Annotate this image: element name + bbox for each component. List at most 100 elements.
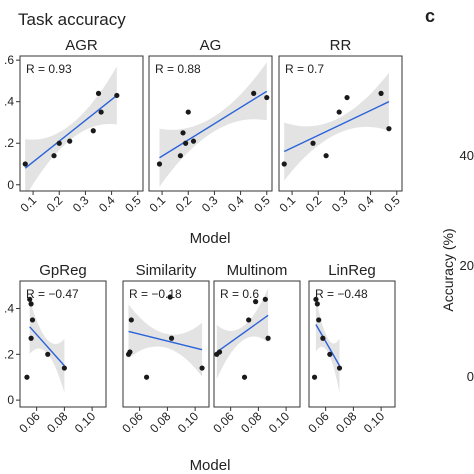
data-point bbox=[310, 140, 316, 146]
y-tick-label: .2 bbox=[4, 136, 14, 150]
fit-line bbox=[128, 330, 203, 351]
panel-frame bbox=[213, 280, 301, 408]
fit-line bbox=[315, 324, 341, 367]
x-axis-label-bottom: Model bbox=[190, 457, 231, 474]
data-point bbox=[327, 351, 333, 357]
x-tick-label: 0.5 bbox=[251, 193, 273, 215]
data-point bbox=[264, 94, 270, 101]
x-tick-label: 0.3 bbox=[199, 193, 221, 215]
panel-title: RR bbox=[330, 37, 352, 54]
data-point bbox=[199, 365, 205, 371]
y-tick-label: 0 bbox=[7, 178, 14, 192]
panel-frame bbox=[148, 55, 273, 192]
data-point bbox=[253, 299, 259, 305]
panel-title: AG bbox=[200, 37, 222, 54]
data-point bbox=[320, 335, 326, 341]
panel-similarity: Similarity R = −0.18 0.06 0.08 0.10 bbox=[119, 262, 210, 436]
data-point bbox=[167, 294, 173, 300]
x-tick-label: 0.1 bbox=[18, 193, 40, 215]
x-tick-label: 0.10 bbox=[266, 409, 293, 436]
panel-frame bbox=[278, 55, 403, 192]
x-tick-label: 0.10 bbox=[72, 409, 99, 436]
x-tick-label: 0.3 bbox=[329, 193, 351, 215]
data-point bbox=[22, 161, 28, 167]
data-point bbox=[29, 317, 36, 323]
panel-frame bbox=[122, 280, 210, 408]
data-point bbox=[281, 161, 287, 167]
x-tick-label: 0.1 bbox=[147, 193, 169, 215]
data-point bbox=[24, 374, 30, 380]
panel-gpreg: GpReg R = −0.47 0.06 0.08 0.10 0 .2 .4 bbox=[4, 262, 107, 436]
panel-multinom: Multinom R = 0.6 0.06 0.08 0.10 bbox=[210, 262, 301, 436]
data-point bbox=[168, 335, 175, 341]
y-tick-label: 0 bbox=[7, 393, 14, 407]
data-point bbox=[386, 126, 392, 132]
x-tick-label: 0.06 bbox=[16, 409, 43, 436]
fit-line bbox=[29, 326, 65, 367]
data-point bbox=[246, 317, 252, 323]
correlation-label: R = 0.6 bbox=[220, 287, 259, 301]
correlation-label: R = 0.88 bbox=[155, 62, 201, 76]
x-tick-label: 0.4 bbox=[225, 193, 247, 215]
fit-line bbox=[24, 94, 118, 169]
panel-frame bbox=[19, 55, 144, 192]
data-point bbox=[241, 374, 248, 380]
panel-title: Similarity bbox=[136, 262, 197, 279]
data-point bbox=[177, 153, 184, 159]
x-tick-label: 0.1 bbox=[277, 193, 299, 215]
data-point bbox=[378, 90, 384, 96]
y-tick-label: .4 bbox=[4, 301, 14, 315]
data-point bbox=[190, 138, 197, 144]
x-tick-label: 0.5 bbox=[122, 193, 144, 215]
data-point bbox=[216, 349, 223, 355]
y-tick-label: .4 bbox=[4, 95, 14, 109]
x-tick-label: 0.10 bbox=[361, 409, 388, 436]
data-point bbox=[156, 161, 163, 167]
data-point bbox=[314, 301, 320, 307]
data-point bbox=[336, 109, 342, 115]
panel-frame bbox=[19, 280, 107, 408]
x-tick-label: 0.08 bbox=[44, 409, 71, 436]
data-point bbox=[28, 335, 34, 341]
data-point bbox=[67, 138, 73, 144]
x-tick-label: 0.3 bbox=[70, 193, 92, 215]
data-point bbox=[28, 301, 34, 307]
x-tick-label: 0.08 bbox=[238, 409, 265, 436]
data-point bbox=[95, 90, 102, 96]
data-point bbox=[114, 92, 120, 99]
panel-title: Multinom bbox=[227, 262, 288, 279]
data-point bbox=[336, 365, 343, 371]
right-tick-0: 0 bbox=[467, 369, 474, 384]
data-point bbox=[311, 374, 318, 380]
panel-title: AGR bbox=[65, 37, 98, 54]
x-tick-label: 0.06 bbox=[210, 409, 237, 436]
confidence-band bbox=[25, 66, 117, 191]
panel-ag: AG R = 0.88 0.1 0.2 0.3 0.4 0.5 bbox=[147, 37, 274, 215]
data-point bbox=[344, 94, 350, 101]
correlation-label: R = 0.7 bbox=[285, 62, 324, 76]
data-point bbox=[45, 351, 51, 357]
x-tick-label: 0.2 bbox=[173, 193, 195, 215]
x-tick-label: 0.08 bbox=[147, 409, 174, 436]
data-point bbox=[51, 153, 57, 159]
panel-title: GpReg bbox=[39, 262, 87, 279]
data-point bbox=[61, 365, 67, 371]
fit-line bbox=[283, 101, 390, 153]
x-tick-label: 0.2 bbox=[44, 193, 66, 215]
data-point bbox=[323, 153, 329, 159]
x-tick-label: 0.10 bbox=[175, 409, 202, 436]
correlation-label: R = −0.48 bbox=[315, 287, 368, 301]
data-point bbox=[185, 109, 191, 115]
data-point bbox=[98, 109, 104, 115]
correlation-label: R = −0.18 bbox=[129, 287, 182, 301]
data-point bbox=[128, 317, 134, 323]
data-point bbox=[27, 296, 33, 302]
data-point bbox=[56, 140, 62, 146]
data-point bbox=[316, 317, 322, 323]
x-tick-label: 0.4 bbox=[96, 193, 118, 215]
x-tick-label: 0.2 bbox=[303, 193, 325, 215]
x-tick-label: 0.06 bbox=[305, 409, 332, 436]
panel-letter: c bbox=[425, 6, 435, 26]
